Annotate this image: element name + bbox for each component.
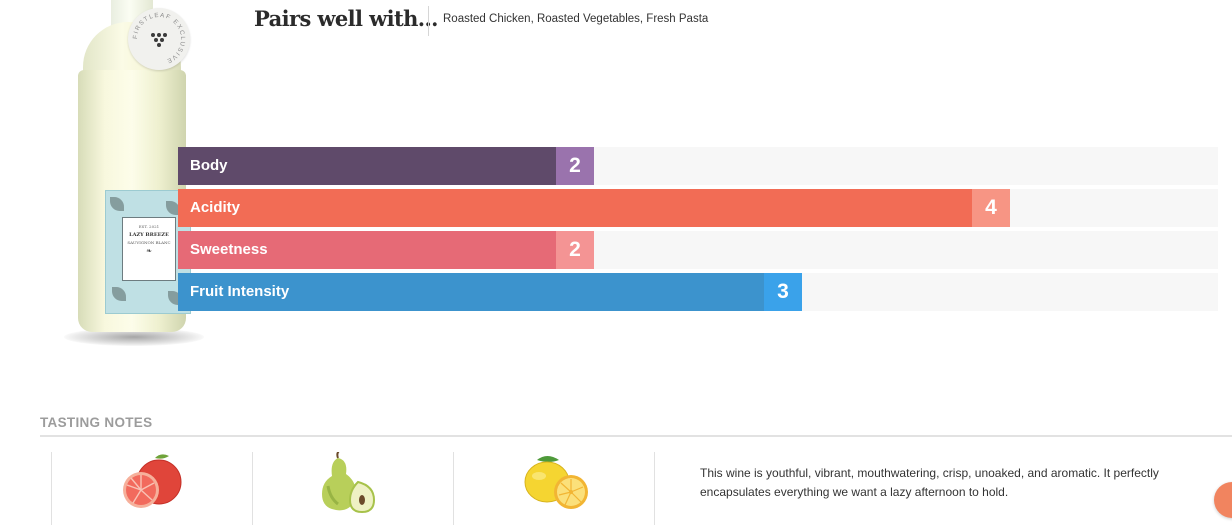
badge-text: FIRSTLEAF EXCLUSIVE xyxy=(132,12,185,65)
attribute-label: Sweetness xyxy=(190,241,268,258)
lemon-icon xyxy=(524,456,588,509)
attribute-label: Body xyxy=(190,157,228,174)
tasting-note-lemon xyxy=(453,452,654,525)
bottle-shadow xyxy=(64,328,204,346)
attribute-bar-fill: Fruit Intensity 3 xyxy=(178,273,802,311)
leaf-decoration xyxy=(110,197,124,211)
attribute-row-sweetness: Sweetness 2 xyxy=(178,231,1218,269)
chat-launcher-button[interactable] xyxy=(1214,482,1232,518)
svg-text:FIRSTLEAF EXCLUSIVE: FIRSTLEAF EXCLUSIVE xyxy=(132,12,186,65)
bottle-label: EST. 2021 LAZY BREEZE SAUVIGNON BLANC ❧ xyxy=(105,190,191,314)
label-year: EST. 2021 xyxy=(138,224,160,229)
pairs-foods-text: Roasted Chicken, Roasted Vegetables, Fre… xyxy=(443,13,709,25)
badge-emblem-icon: FIRSTLEAF EXCLUSIVE xyxy=(132,12,186,65)
tasting-notes-heading: TASTING NOTES xyxy=(40,415,153,430)
attribute-label: Fruit Intensity xyxy=(190,283,290,300)
attribute-value: 4 xyxy=(972,189,1010,227)
attribute-value: 2 xyxy=(556,147,594,185)
bottle-body: EST. 2021 LAZY BREEZE SAUVIGNON BLANC ❧ xyxy=(78,70,191,332)
tasting-note-grapefruit xyxy=(51,452,252,525)
pairs-divider xyxy=(428,6,429,36)
leaf-decoration xyxy=(112,287,126,301)
tasting-note-separator xyxy=(654,452,656,525)
wine-bottle-image: EST. 2021 LAZY BREEZE SAUVIGNON BLANC ❧ … xyxy=(56,0,206,350)
label-variety: SAUVIGNON BLANC xyxy=(127,240,171,245)
label-text-panel: EST. 2021 LAZY BREEZE SAUVIGNON BLANC ❧ xyxy=(122,217,176,281)
attribute-bar-fill: Sweetness 2 xyxy=(178,231,594,269)
attribute-bar-fill: Body 2 xyxy=(178,147,594,185)
attribute-row-body: Body 2 xyxy=(178,147,1218,185)
tasting-notes-description: This wine is youthful, vibrant, mouthwat… xyxy=(700,466,1159,499)
label-name: LAZY BREEZE xyxy=(129,232,169,238)
attribute-label: Acidity xyxy=(190,199,241,216)
attribute-row-fruit-intensity: Fruit Intensity 3 xyxy=(178,273,1218,311)
exclusive-badge: FIRSTLEAF EXCLUSIVE xyxy=(128,8,190,70)
leaf-decoration xyxy=(166,201,180,215)
tasting-notes-divider xyxy=(40,435,1232,437)
label-flourish-icon: ❧ xyxy=(146,247,152,255)
tasting-note-pear xyxy=(252,452,453,525)
attribute-value: 2 xyxy=(556,231,594,269)
attribute-row-acidity: Acidity 4 xyxy=(178,189,1218,227)
pairs-well-with-title: Pairs well with... xyxy=(254,6,438,31)
wine-attribute-bars: Body 2 Acidity 4 Sweetness 2 Fruit Inten… xyxy=(178,147,1218,315)
pear-icon xyxy=(322,452,376,514)
grapefruit-icon xyxy=(123,454,182,508)
attribute-value: 3 xyxy=(764,273,802,311)
attribute-bar-fill: Acidity 4 xyxy=(178,189,1010,227)
